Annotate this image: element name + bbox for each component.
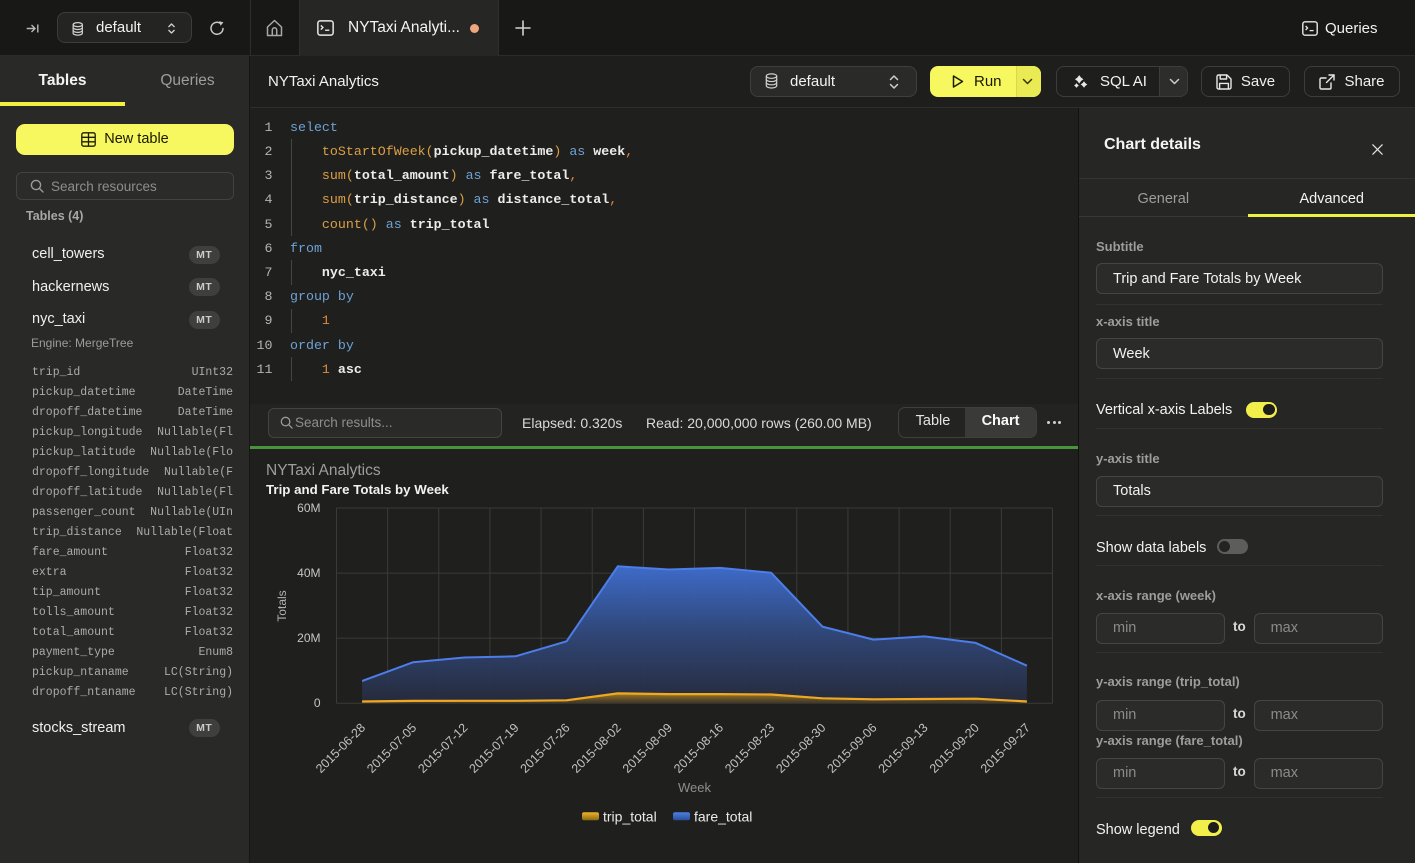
svg-text:2015-07-19: 2015-07-19: [467, 720, 522, 775]
svg-text:2015-09-06: 2015-09-06: [825, 720, 880, 775]
svg-text:2015-07-12: 2015-07-12: [415, 720, 470, 775]
svg-text:Totals: Totals: [275, 590, 289, 621]
svg-text:2015-09-13: 2015-09-13: [876, 720, 931, 775]
svg-text:2015-08-02: 2015-08-02: [569, 720, 624, 775]
svg-text:2015-07-05: 2015-07-05: [364, 720, 419, 775]
svg-text:2015-08-09: 2015-08-09: [620, 720, 675, 775]
svg-text:2015-08-30: 2015-08-30: [773, 720, 828, 775]
svg-text:fare_total: fare_total: [694, 808, 752, 824]
svg-text:2015-09-27: 2015-09-27: [978, 720, 1033, 775]
svg-text:2015-08-16: 2015-08-16: [671, 720, 726, 775]
svg-text:2015-08-23: 2015-08-23: [722, 720, 777, 775]
svg-text:2015-06-28: 2015-06-28: [313, 720, 368, 775]
svg-text:60M: 60M: [297, 501, 320, 515]
svg-text:40M: 40M: [297, 566, 320, 580]
svg-text:2015-09-20: 2015-09-20: [927, 720, 982, 775]
svg-text:20M: 20M: [297, 631, 320, 645]
svg-text:2015-07-26: 2015-07-26: [518, 720, 573, 775]
svg-text:trip_total: trip_total: [603, 808, 657, 824]
svg-text:Week: Week: [678, 780, 711, 795]
svg-text:0: 0: [314, 696, 321, 710]
